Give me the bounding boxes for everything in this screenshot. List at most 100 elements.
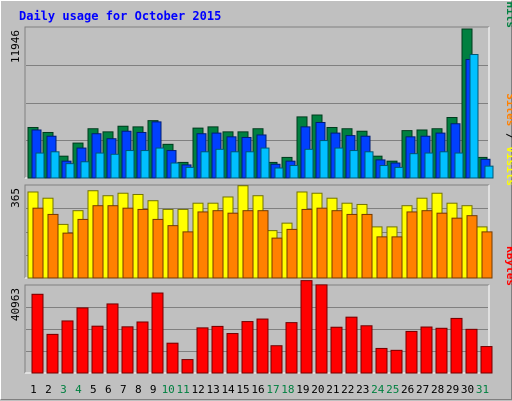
day-label-3: 3 — [60, 383, 67, 396]
bar-visits-sites-day-13 — [212, 210, 224, 279]
bar-hits-pages-day-6 — [110, 153, 120, 179]
bar-hits-pages-day-19 — [304, 148, 314, 179]
chart-title: Daily usage for October 2015 — [19, 9, 221, 23]
bar-kbytes-kbytes-day-10 — [166, 342, 179, 374]
bar-kbytes-kbytes-day-11 — [181, 359, 194, 374]
bar-kbytes-kbytes-day-5 — [91, 325, 104, 374]
bar-kbytes-kbytes-day-23 — [360, 325, 373, 374]
bar-hits-pages-day-12 — [200, 151, 210, 179]
day-axis: 1 2 3 4 5 6 7 8 9 10 11 12 13 14 15 16 17 18 19 20 21 22 23 24 2… — [30, 383, 489, 396]
bar-hits-pages-day-23 — [364, 151, 374, 179]
bar-hits-pages-day-1 — [35, 152, 45, 179]
day-label-12: 12 — [192, 383, 205, 396]
bar-hits-pages-day-29 — [454, 152, 464, 179]
bar-hits-pages-day-27 — [424, 152, 434, 179]
bar-hits-pages-day-31 — [484, 165, 494, 179]
day-label-20: 20 — [311, 383, 324, 396]
series-hits-pages — [35, 54, 494, 179]
bar-kbytes-kbytes-day-4 — [76, 307, 89, 374]
bar-visits-sites-day-8 — [137, 208, 149, 279]
day-label-1: 1 — [30, 383, 37, 396]
bar-kbytes-kbytes-day-19 — [300, 280, 313, 374]
bar-hits-pages-day-9 — [155, 147, 165, 179]
bar-hits-pages-day-7 — [125, 150, 135, 179]
legend-item-visits-0: Sites — [504, 93, 512, 126]
bar-visits-sites-day-4 — [77, 218, 89, 279]
bar-hits-pages-day-24 — [379, 165, 389, 179]
panel-visits-bevel-dark — [24, 184, 489, 278]
bar-hits-pages-day-26 — [409, 153, 419, 179]
day-label-25: 25 — [386, 383, 399, 396]
day-label-2: 2 — [45, 383, 52, 396]
day-label-30: 30 — [461, 383, 474, 396]
chart-panels: 11946 Pages / Files / Hits 365 Sites / Visi… — [9, 1, 512, 374]
legend-item-hits-3: / — [504, 1, 512, 2]
panel-visits: 365 Sites / Visits — [9, 93, 512, 279]
bar-kbytes-kbytes-day-9 — [151, 292, 164, 374]
bar-visits-sites-day-9 — [152, 218, 164, 279]
panel-hits-legend: Pages / Files / Hits — [504, 1, 512, 28]
legend-item-hits-4: Hits — [504, 2, 512, 29]
panel-hits-bevel-dark — [24, 26, 489, 178]
day-label-16: 16 — [251, 383, 264, 396]
bar-kbytes-kbytes-day-18 — [285, 322, 298, 374]
bar-visits-sites-day-16 — [257, 210, 269, 279]
legend-item-visits-2: Visits — [504, 146, 512, 186]
day-label-11: 11 — [177, 383, 190, 396]
day-label-18: 18 — [281, 383, 294, 396]
bar-visits-sites-day-2 — [47, 213, 59, 279]
bar-visits-sites-day-24 — [376, 236, 388, 279]
day-label-14: 14 — [221, 383, 235, 396]
bar-visits-sites-day-7 — [122, 207, 134, 279]
day-label-7: 7 — [120, 383, 127, 396]
bar-visits-sites-day-17 — [271, 237, 283, 279]
bar-kbytes-kbytes-day-22 — [345, 316, 358, 374]
bar-hits-pages-day-5 — [95, 152, 105, 179]
bar-kbytes-kbytes-day-1 — [31, 293, 44, 374]
day-label-26: 26 — [401, 383, 414, 396]
bar-kbytes-kbytes-day-15 — [241, 321, 254, 374]
bar-visits-sites-day-29 — [451, 217, 463, 279]
bar-hits-pages-day-11 — [185, 166, 195, 179]
panel-kbytes-max-label: 40963 — [9, 288, 22, 321]
bar-kbytes-kbytes-day-28 — [435, 327, 448, 374]
bar-kbytes-kbytes-day-13 — [211, 325, 224, 374]
panel-kbytes-bevel-dark — [24, 284, 489, 373]
bar-hits-pages-day-17 — [274, 167, 284, 179]
day-label-10: 10 — [162, 383, 175, 396]
day-label-22: 22 — [341, 383, 354, 396]
bar-hits-pages-day-30 — [469, 54, 479, 179]
bar-kbytes-kbytes-day-2 — [46, 333, 59, 374]
bar-visits-sites-day-30 — [466, 215, 478, 279]
day-label-5: 5 — [90, 383, 97, 396]
day-label-24: 24 — [371, 383, 385, 396]
bar-kbytes-kbytes-day-14 — [226, 333, 239, 374]
bar-visits-sites-day-18 — [286, 228, 298, 279]
bar-kbytes-kbytes-day-31 — [480, 346, 493, 374]
bar-visits-sites-day-15 — [242, 210, 254, 279]
bar-hits-pages-day-16 — [260, 147, 270, 179]
bar-kbytes-kbytes-day-17 — [270, 345, 283, 374]
bar-kbytes-kbytes-day-16 — [256, 318, 269, 374]
bar-visits-sites-day-3 — [62, 232, 74, 279]
bar-kbytes-kbytes-day-30 — [465, 328, 478, 374]
legend-item-kbytes-0: KBytes — [504, 246, 512, 286]
bar-hits-pages-day-13 — [215, 148, 225, 179]
panel-kbytes-legend: KBytes — [504, 246, 512, 286]
bar-kbytes-kbytes-day-12 — [196, 327, 209, 374]
bar-hits-pages-day-8 — [140, 150, 150, 179]
bar-kbytes-kbytes-day-25 — [390, 349, 403, 374]
bar-kbytes-kbytes-day-26 — [405, 330, 418, 374]
bar-hits-pages-day-15 — [245, 151, 255, 179]
day-label-17: 17 — [266, 383, 279, 396]
bar-visits-sites-day-21 — [331, 210, 343, 279]
bar-kbytes-kbytes-day-7 — [121, 326, 134, 374]
bar-hits-pages-day-3 — [65, 163, 75, 179]
day-label-4: 4 — [75, 383, 82, 396]
series-kbytes-kbytes — [31, 280, 493, 374]
day-label-9: 9 — [150, 383, 157, 396]
bar-hits-pages-day-25 — [394, 166, 404, 179]
bar-visits-sites-day-11 — [182, 231, 194, 279]
